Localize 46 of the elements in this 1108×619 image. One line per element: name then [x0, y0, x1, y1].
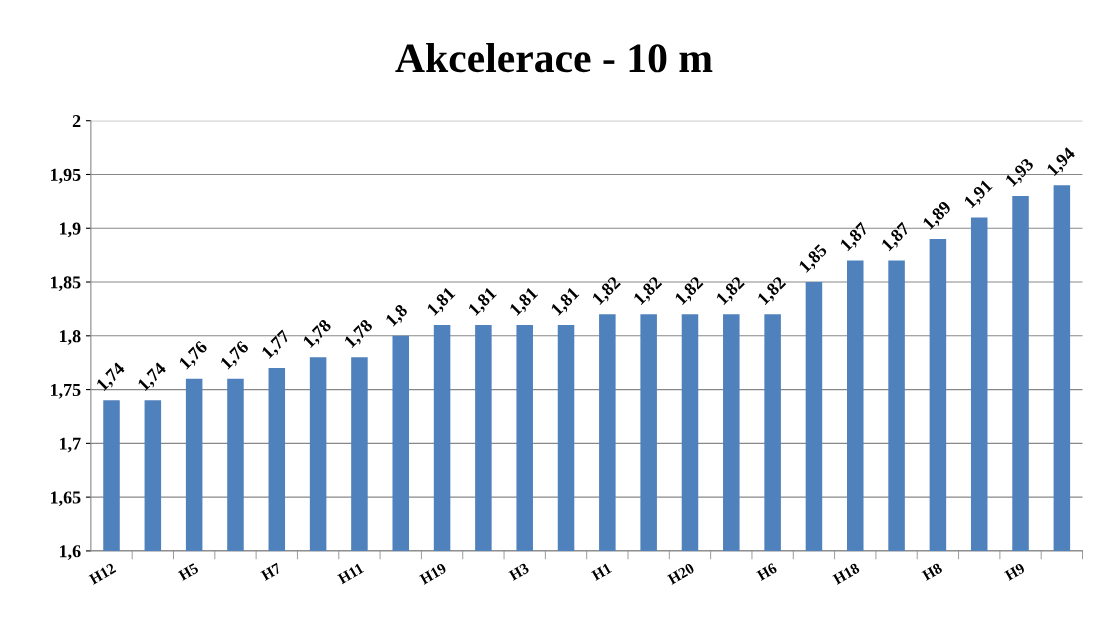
data-label: 1,74: [95, 361, 128, 394]
data-label: 1,82: [632, 275, 665, 307]
data-label: 1,87: [880, 221, 913, 254]
data-label: 1,93: [1004, 157, 1037, 189]
data-label: 1,81: [508, 286, 541, 318]
data-label: 1,85: [798, 243, 830, 275]
x-tick-label: H20: [666, 562, 695, 585]
data-label: 1,78: [343, 318, 376, 350]
data-label: 1,82: [715, 275, 747, 307]
data-label: 1,82: [674, 275, 706, 307]
data-label: 1,78: [302, 318, 334, 350]
y-tick-label: 1,75: [50, 383, 81, 399]
data-label: 1,81: [550, 286, 582, 318]
x-tick-label: H9: [1004, 562, 1026, 581]
x-tick-label: H18: [832, 562, 861, 585]
data-label: 1,89: [922, 200, 954, 232]
data-label: 1,76: [178, 340, 210, 372]
y-tick-label: 1,7: [60, 437, 81, 453]
data-label: 1,76: [219, 340, 252, 372]
chart-title: Akcelerace - 10 m: [395, 43, 713, 73]
x-tick-label: H19: [419, 562, 447, 585]
data-label: 1,81: [467, 286, 499, 318]
x-tick-label: H8: [921, 562, 943, 581]
x-tick-label: H12: [88, 562, 117, 585]
y-tick-label: 1,6: [60, 545, 81, 560]
y-tick-label: 1,65: [50, 491, 81, 507]
x-tick-label: H11: [337, 562, 365, 585]
data-label: 1,82: [756, 275, 789, 307]
x-tick-label: H3: [508, 562, 530, 581]
x-tick-label: H1: [590, 562, 612, 581]
x-tick-label: H5: [177, 562, 200, 581]
data-label: 1,94: [1046, 146, 1078, 178]
y-tick-label: 1,9: [60, 222, 81, 238]
y-tick-label: 1,95: [50, 168, 81, 184]
data-label: 1,91: [963, 179, 995, 211]
data-label: 1,82: [591, 275, 623, 307]
x-tick-label: H6: [756, 562, 778, 581]
data-label: 1,77: [261, 329, 293, 361]
data-label: 1,74: [137, 361, 169, 394]
data-label: 1,8: [385, 303, 410, 329]
y-tick-label: 1,8: [60, 330, 81, 345]
x-tick-label: H7: [260, 562, 282, 581]
data-label: 1,81: [426, 286, 458, 318]
y-tick-label: 1,85: [50, 276, 81, 292]
data-label: 1,87: [839, 221, 871, 254]
y-tick-label: 2: [72, 115, 81, 127]
